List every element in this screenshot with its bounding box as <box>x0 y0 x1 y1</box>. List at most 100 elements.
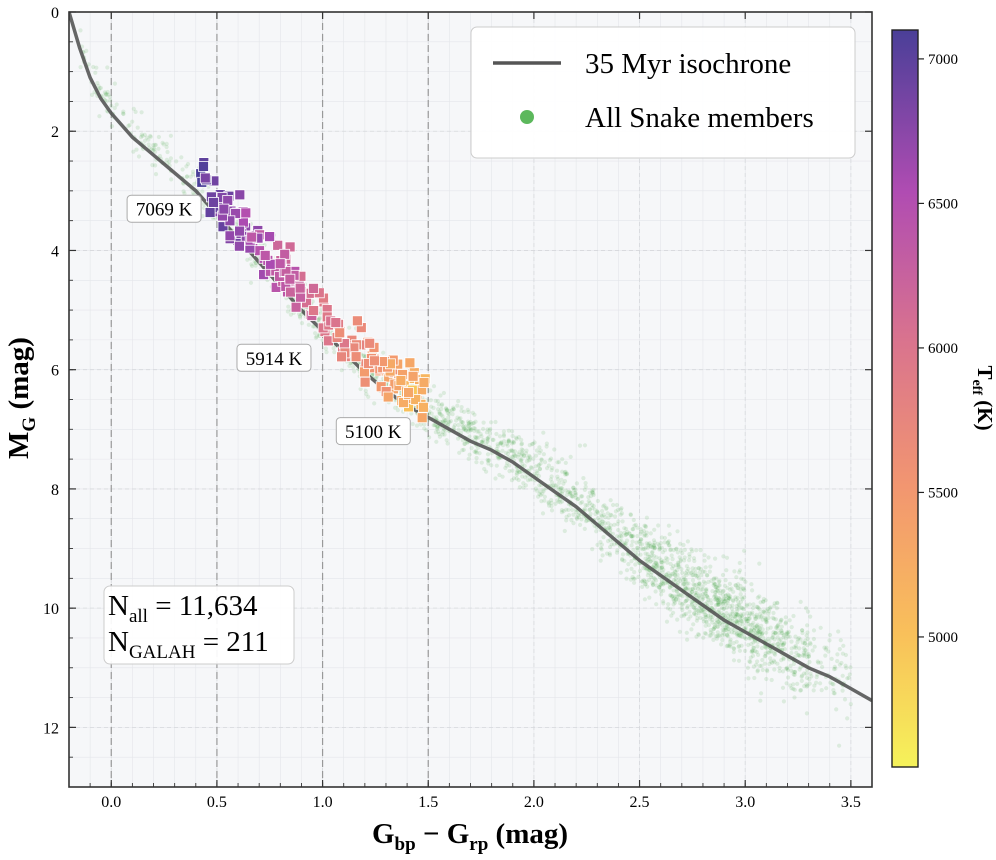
member-point <box>789 646 794 651</box>
member-point <box>644 533 649 538</box>
member-point <box>560 489 565 494</box>
member-point <box>806 654 811 659</box>
member-point <box>770 635 775 640</box>
member-point <box>142 132 147 137</box>
member-point <box>105 89 110 95</box>
member-point <box>681 582 686 587</box>
member-point <box>574 509 579 515</box>
member-point <box>331 346 336 351</box>
member-point <box>471 426 476 431</box>
member-point <box>737 570 742 575</box>
colorbar-tick-label: 6000 <box>928 341 958 357</box>
member-point <box>823 653 828 658</box>
member-point <box>95 80 100 86</box>
member-point <box>712 625 717 630</box>
member-point <box>501 443 506 448</box>
annotation-label: 5100 K <box>345 422 402 443</box>
member-point <box>512 453 517 458</box>
member-point <box>642 533 647 538</box>
member-point <box>641 566 646 571</box>
member-point <box>751 602 756 607</box>
member-point <box>539 458 544 463</box>
member-point <box>782 640 787 645</box>
member-point <box>773 652 778 657</box>
member-point <box>812 644 817 649</box>
member-point <box>754 624 760 629</box>
member-point <box>731 641 736 646</box>
member-point <box>625 529 630 534</box>
member-point <box>567 513 572 518</box>
member-point <box>671 596 677 601</box>
member-point <box>599 513 604 518</box>
member-point <box>756 615 762 620</box>
member-point <box>764 620 769 625</box>
member-point <box>743 648 748 654</box>
member-point <box>703 591 708 596</box>
member-point <box>645 545 651 550</box>
member-point <box>672 572 677 578</box>
member-point <box>730 603 735 608</box>
member-point <box>638 539 643 544</box>
member-point <box>659 592 664 597</box>
member-point <box>655 541 660 546</box>
member-point <box>775 642 780 647</box>
member-point <box>313 331 318 336</box>
member-point <box>755 668 761 673</box>
member-point <box>783 621 788 626</box>
member-point <box>560 499 565 504</box>
member-point <box>84 48 89 54</box>
member-point <box>724 555 730 560</box>
member-point <box>557 480 562 485</box>
member-point <box>600 522 605 527</box>
member-point <box>725 598 731 603</box>
member-point <box>766 611 771 616</box>
member-point <box>555 474 560 479</box>
member-point <box>803 638 808 643</box>
member-point <box>607 551 612 556</box>
member-point <box>706 613 711 618</box>
member-point <box>637 568 643 574</box>
member-point <box>720 627 725 632</box>
member-point <box>520 474 525 479</box>
member-point <box>666 602 671 607</box>
member-point <box>192 181 197 187</box>
member-point <box>755 659 760 664</box>
member-point <box>680 593 685 599</box>
member-point <box>662 548 668 553</box>
member-point <box>757 607 762 612</box>
member-point <box>550 465 555 471</box>
member-point <box>717 578 722 584</box>
member-point <box>514 435 519 440</box>
member-point <box>779 624 784 629</box>
member-point <box>730 609 735 614</box>
member-point <box>578 501 583 506</box>
member-point <box>716 598 721 603</box>
member-point <box>671 564 676 569</box>
member-point <box>735 612 740 617</box>
member-point <box>728 644 733 649</box>
member-point <box>716 633 721 638</box>
member-point <box>612 522 617 527</box>
member-point <box>798 688 804 693</box>
galah-point <box>417 401 429 413</box>
member-point <box>844 665 849 671</box>
member-point <box>559 508 565 513</box>
member-point <box>455 403 460 408</box>
member-point <box>679 614 684 619</box>
member-point <box>764 646 769 651</box>
member-point <box>831 682 836 687</box>
member-point <box>689 589 695 595</box>
member-point <box>538 493 543 498</box>
member-point <box>605 511 610 516</box>
member-point <box>720 630 725 635</box>
member-point <box>595 510 601 515</box>
member-point <box>563 471 569 476</box>
member-point <box>706 623 712 628</box>
member-point <box>537 450 542 455</box>
member-point <box>797 646 802 651</box>
member-point <box>690 566 695 571</box>
member-point <box>556 460 562 465</box>
member-point <box>522 453 527 458</box>
member-point <box>775 641 780 647</box>
member-point <box>673 576 678 582</box>
